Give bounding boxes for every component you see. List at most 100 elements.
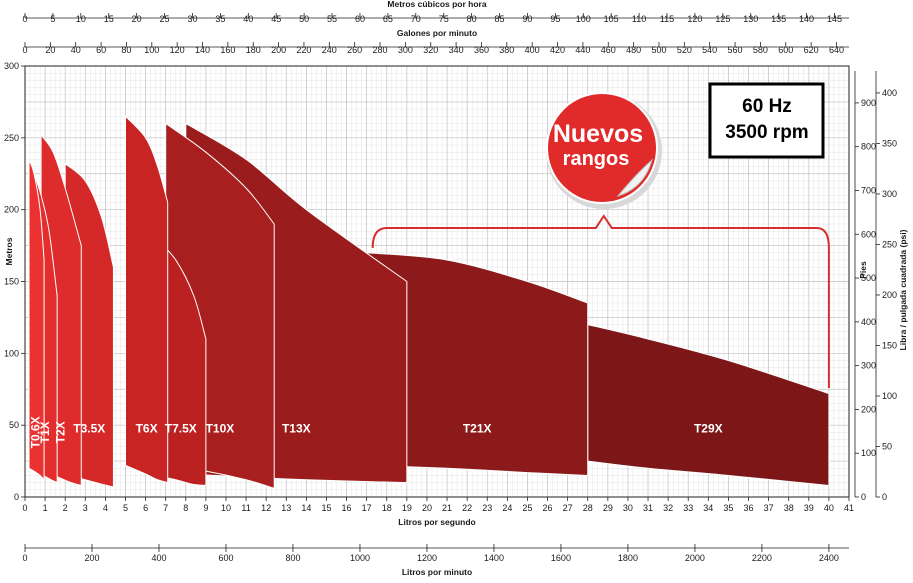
x-tick-label: 14: [301, 503, 311, 513]
x-tick-label: 0: [22, 503, 27, 513]
series-label: T10X: [206, 421, 235, 435]
top-tick-label: 540: [702, 45, 717, 55]
frequency-label: 60 Hz: [742, 96, 792, 117]
x-tick-label: 24: [502, 503, 512, 513]
top-tick-label: 20: [45, 45, 55, 55]
right-tick-label: 0: [861, 492, 866, 502]
top-tick-label: 600: [778, 45, 793, 55]
top-tick-label: 380: [499, 45, 514, 55]
right-tick-label: 800: [861, 142, 876, 152]
x-tick-label: 20: [422, 503, 432, 513]
top-tick-label: 620: [804, 45, 819, 55]
top-tick-label: 70: [411, 14, 421, 24]
series-label: T21X: [463, 421, 492, 435]
top-tick-label: 40: [71, 45, 81, 55]
y-axis-title: Metros: [4, 237, 14, 265]
top-tick-label: 5: [50, 14, 55, 24]
top-tick-label: 115: [660, 14, 674, 24]
y-tick-label: 100: [4, 348, 19, 358]
x-tick-label: 11: [241, 503, 250, 513]
x-tick-label: 32: [663, 503, 673, 513]
top-tick-label: 120: [687, 14, 702, 24]
top-tick-label: 320: [423, 45, 438, 55]
x-tick-label: 34: [703, 503, 713, 513]
bottom2-axis-title: Litros por minuto: [402, 567, 472, 577]
top-tick-label: 50: [299, 14, 309, 24]
badge-curl: [616, 158, 653, 197]
top-tick-label: 75: [439, 14, 449, 24]
series-label: T2X: [53, 421, 67, 443]
right-tick-label: 500: [861, 273, 876, 283]
x-tick-label: 41: [844, 503, 854, 513]
y-tick-label: 0: [14, 492, 19, 502]
top-tick-label: 220: [296, 45, 311, 55]
rpm-label: 3500 rpm: [725, 122, 808, 143]
series-band-t0-6x: [28, 159, 45, 482]
right-tick-label: 900: [861, 98, 876, 108]
bottom2-tick-label: 2400: [819, 553, 839, 563]
x-tick-label: 18: [382, 503, 392, 513]
x-tick-label: 9: [203, 503, 208, 513]
top-tick-label: 340: [449, 45, 464, 55]
top-tick-label: 125: [715, 14, 730, 24]
top-tick-label: 90: [522, 14, 532, 24]
y-tick-label: 250: [4, 133, 19, 143]
top-tick-label: 420: [550, 45, 565, 55]
top-tick-label: 280: [373, 45, 388, 55]
x-tick-label: 39: [804, 503, 814, 513]
series-band-t6x: [124, 115, 169, 484]
top-tick-label: 35: [215, 14, 225, 24]
top-tick-label: 105: [604, 14, 619, 24]
bottom2-tick-label: 800: [285, 553, 300, 563]
top-tick-label: 480: [626, 45, 641, 55]
x-tick-label: 1: [43, 503, 48, 513]
right-axis-title-ft: Pies: [858, 261, 868, 279]
top-tick-label: 200: [271, 45, 286, 55]
x-tick-label: 29: [603, 503, 613, 513]
top-tick-label: 145: [827, 14, 842, 24]
bottom2-tick-label: 1600: [551, 553, 571, 563]
right-tick-label: 200: [882, 290, 897, 300]
x-tick-label: 12: [261, 503, 271, 513]
top-tick-label: 140: [195, 45, 210, 55]
y-tick-label: 200: [4, 205, 19, 215]
y-tick-label: 300: [4, 61, 19, 71]
top-tick-label: 25: [160, 14, 170, 24]
top-tick-label: 80: [121, 45, 131, 55]
x-axis-title: Litros por segundo: [398, 517, 475, 527]
series-band-t29x: [587, 323, 830, 487]
x-tick-label: 26: [543, 503, 553, 513]
bottom2-tick-label: 1800: [618, 553, 638, 563]
right-tick-label: 150: [882, 340, 897, 350]
new-ranges-bracket: [371, 214, 830, 388]
top-tick-label: 400: [525, 45, 540, 55]
right-tick-label: 100: [861, 448, 876, 458]
series-label: T7.5X: [165, 421, 197, 435]
top-tick-label: 260: [347, 45, 362, 55]
right-tick-label: 0: [882, 492, 887, 502]
top-tick-label: 360: [474, 45, 489, 55]
top-tick-label: 95: [550, 14, 560, 24]
top-axis-title: Metros cúbicos por hora: [387, 0, 486, 9]
series-label: T13X: [282, 421, 311, 435]
top-tick-label: 110: [632, 14, 646, 24]
x-tick-label: 37: [764, 503, 774, 513]
series-label: T6X: [136, 421, 158, 435]
top-tick-label: 10: [76, 14, 86, 24]
right-tick-label: 50: [882, 441, 892, 451]
right-tick-label: 350: [882, 138, 897, 148]
top-tick-label: 520: [677, 45, 692, 55]
top-tick-label: 20: [132, 14, 142, 24]
series-band-t21x: [366, 252, 589, 476]
bottom2-tick-label: 1000: [350, 553, 370, 563]
right-tick-label: 400: [861, 317, 876, 327]
top-tick-label: 135: [771, 14, 786, 24]
series-label: T3.5X: [73, 421, 105, 435]
series-band-t7-5x: [155, 237, 207, 487]
x-tick-label: 13: [281, 503, 291, 513]
x-tick-label: 2: [63, 503, 68, 513]
frequency-box: [708, 82, 825, 159]
x-tick-label: 23: [482, 503, 492, 513]
x-tick-label: 27: [563, 503, 573, 513]
